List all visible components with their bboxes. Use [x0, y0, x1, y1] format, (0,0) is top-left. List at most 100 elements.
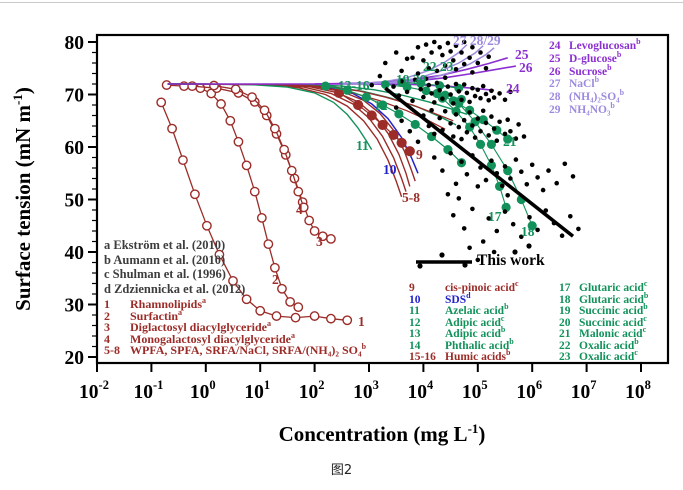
legend-item-21-num: 21 [559, 328, 571, 340]
scatter-point [426, 82, 432, 88]
x-tick-label: 105 [462, 378, 488, 403]
marker [366, 110, 377, 121]
reference-a: a Ekström et al. (2010) [104, 239, 245, 252]
scatter-point [510, 221, 516, 227]
marker [269, 262, 280, 273]
scatter-point [461, 61, 467, 67]
legend-item-22-num: 22 [559, 339, 571, 352]
scatter-point [448, 92, 453, 97]
marker [342, 85, 352, 95]
legend-item-14-sup: b [509, 336, 514, 346]
legend-col-17-23: 17 Glutaric acidc 18 Glutaric acidb 19 Succin… [559, 280, 649, 364]
scatter-point [415, 139, 421, 145]
legend-item-21-label: Malonic acid [579, 328, 643, 340]
scatter-point [478, 50, 483, 55]
scatter-point [445, 40, 451, 46]
scatter-point [467, 55, 472, 61]
legend-item-11-sup: b [504, 302, 509, 312]
page-divider [0, 2, 683, 3]
y-tick-label: 70 [65, 86, 85, 107]
scatter-point [513, 157, 519, 162]
scatter-point [437, 45, 443, 50]
scatter-point [451, 213, 456, 218]
marker [342, 315, 353, 326]
marker [161, 80, 172, 90]
scatter-point [459, 159, 464, 164]
figure-caption: 图2 [330, 463, 353, 478]
scatter-point [513, 136, 519, 141]
scatter-point [475, 184, 481, 189]
scatter-point [451, 101, 456, 106]
marker [410, 119, 420, 130]
legend-item-29-sup: b [610, 101, 615, 111]
scatter-point [505, 117, 511, 122]
scatter-point [429, 108, 434, 113]
scatter-point [497, 91, 502, 96]
scatter-point [535, 227, 540, 233]
legend-item-19-sup: b [643, 302, 648, 312]
marker [179, 81, 189, 92]
reference-d: d Zdziennicka et al. (2012) [104, 281, 246, 296]
reference-c-label: c Shulman et al. (1996) [104, 267, 226, 281]
scatter-point [491, 95, 497, 100]
legend-item-12-num: 12 [409, 316, 421, 329]
legend-item-27-sup: b [594, 75, 600, 85]
scatter-point [494, 138, 500, 143]
scatter-point [464, 90, 470, 96]
scatter-point [377, 73, 383, 79]
marker [503, 166, 513, 176]
scatter-point [445, 84, 451, 89]
scatter-point [535, 175, 540, 180]
scatter-point [516, 122, 521, 127]
legend-item-9-sup: c [514, 279, 519, 289]
scatter-point [524, 182, 530, 187]
legend-acids-9-23: 9 cis-pinoic acidc 10 SDSd 11 Azelaic acidb 12… [409, 280, 649, 364]
curve-label-2: 2 [272, 272, 279, 287]
curve-label-17: 17 [488, 209, 502, 224]
legend-item-24-num: 24 [549, 40, 561, 52]
marker [320, 81, 331, 91]
scatter-point [472, 93, 478, 99]
x-tick-label: 103 [353, 378, 379, 403]
scatter-point [546, 168, 551, 173]
marker [527, 221, 537, 231]
legend-item-21-sup: c [642, 325, 647, 335]
marker [214, 249, 225, 260]
legend-item-25: 25 D-glucoseb [549, 50, 641, 66]
marker [187, 81, 198, 92]
y-axis-title-sup: -1 [10, 94, 25, 105]
marker [285, 296, 296, 307]
reference-d-label: d Zdziennicka et al. (2012) [104, 281, 246, 296]
scatter-point [559, 233, 565, 238]
marker [293, 186, 304, 197]
legend-item-13-num: 13 [409, 328, 421, 340]
x-tick-label: 106 [516, 378, 542, 403]
curve-label-9: 9 [416, 147, 423, 162]
legend-item-22-sup: b [634, 336, 639, 346]
scatter-point [412, 77, 418, 83]
scatter-point [508, 176, 513, 181]
scatter-point [508, 89, 513, 95]
marker [178, 155, 188, 166]
curve-label-3: 3 [316, 234, 323, 249]
scatter-point [429, 91, 434, 96]
curve-label-5-8: 5-8 [402, 190, 420, 205]
legend-item-10-sup: d [466, 290, 471, 300]
scatter-point [489, 158, 494, 163]
marker [225, 115, 236, 126]
legend-item-20: 20 Succinic acidc [559, 314, 648, 330]
legend-item-18-sup: b [643, 290, 649, 300]
reference-b-label: b Aumann et al. (2010) [104, 252, 226, 267]
legend-item-14-num: 14 [409, 339, 421, 352]
legend-item-12-label: Adipic acid [445, 316, 501, 329]
scatter-point [486, 54, 492, 59]
x-tick-label: 102 [299, 378, 325, 403]
scatter-point [486, 216, 492, 221]
scatter-point [383, 60, 388, 66]
legend-item-3-label: Diglactosyl diacylglyceride [130, 320, 267, 335]
legend-item-17-num: 17 [559, 282, 571, 294]
legend-col-9-16: 9 cis-pinoic acidc 10 SDSd 11 Azelaic acidb 12… [409, 280, 559, 364]
scatter-point [502, 97, 508, 103]
scatter-point [459, 50, 464, 55]
